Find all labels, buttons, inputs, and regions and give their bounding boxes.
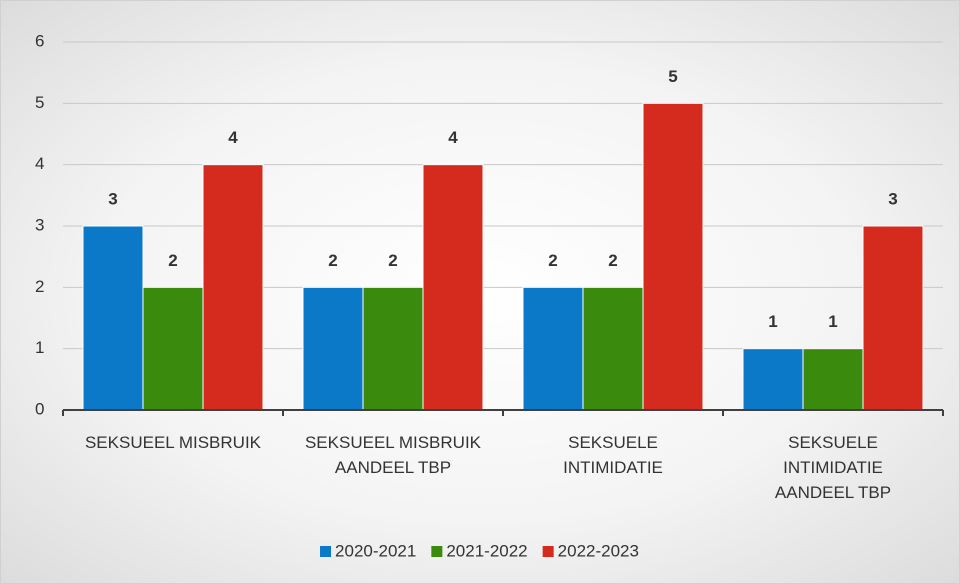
legend-swatch — [542, 546, 554, 557]
y-tick-label: 6 — [35, 31, 44, 50]
bar — [802, 348, 864, 411]
x-tick-label: SEKSUELE INTIMIDATIE AANDEEL TBP — [774, 433, 892, 502]
bar — [422, 164, 484, 411]
x-tick-label: SEKSUELE INTIMIDATIE — [563, 433, 663, 477]
legend-label: 2020-2021 — [335, 541, 416, 560]
data-label: 1 — [768, 312, 777, 331]
data-label: 4 — [228, 128, 238, 147]
x-tick-label: SEKSUEEL MISBRUIK AANDEEL TBP — [304, 433, 482, 477]
bar — [642, 102, 704, 411]
bar — [862, 225, 924, 411]
bar — [742, 348, 804, 411]
y-tick-label: 4 — [35, 154, 44, 173]
bar — [582, 286, 644, 411]
legend-label: 2022-2023 — [558, 541, 639, 560]
bar — [82, 225, 144, 411]
data-label: 1 — [828, 312, 837, 331]
legend-swatch — [320, 546, 332, 557]
legend-swatch — [431, 546, 443, 557]
bar — [302, 286, 364, 411]
data-label: 5 — [668, 67, 677, 86]
data-label: 3 — [888, 189, 897, 208]
y-tick-label: 2 — [35, 277, 44, 296]
data-label: 4 — [448, 128, 458, 147]
data-label: 2 — [388, 251, 397, 270]
bar — [142, 286, 204, 411]
data-label: 2 — [608, 251, 617, 270]
bar — [522, 286, 584, 411]
bar — [202, 164, 264, 411]
data-label: 2 — [548, 251, 557, 270]
x-tick-label: SEKSUEEL MISBRUIK — [84, 433, 262, 452]
y-tick-label: 3 — [35, 215, 44, 234]
data-label: 3 — [108, 189, 117, 208]
legend-label: 2021-2022 — [446, 541, 527, 560]
y-tick-label: 5 — [35, 93, 44, 112]
data-label: 2 — [328, 251, 337, 270]
bar — [362, 286, 424, 411]
y-tick-label: 1 — [35, 338, 44, 357]
data-label: 2 — [168, 251, 177, 270]
y-tick-label: 0 — [35, 399, 44, 418]
